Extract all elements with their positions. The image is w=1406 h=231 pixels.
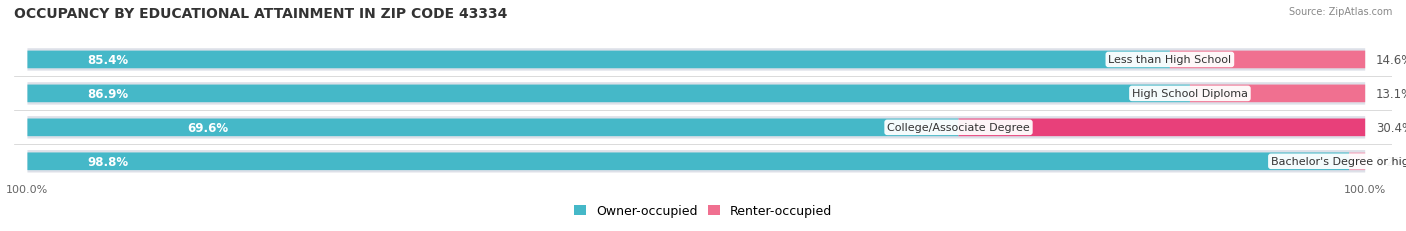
FancyBboxPatch shape — [1189, 85, 1365, 103]
Text: Bachelor's Degree or higher: Bachelor's Degree or higher — [1271, 157, 1406, 167]
Text: 69.6%: 69.6% — [187, 121, 228, 134]
Text: 30.4%: 30.4% — [1376, 121, 1406, 134]
Text: OCCUPANCY BY EDUCATIONAL ATTAINMENT IN ZIP CODE 43334: OCCUPANCY BY EDUCATIONAL ATTAINMENT IN Z… — [14, 7, 508, 21]
Text: 14.6%: 14.6% — [1376, 54, 1406, 67]
Text: 85.4%: 85.4% — [87, 54, 129, 67]
FancyBboxPatch shape — [1350, 153, 1365, 170]
FancyBboxPatch shape — [28, 85, 1189, 103]
Text: 1.2%: 1.2% — [1376, 155, 1406, 168]
Text: 13.1%: 13.1% — [1376, 88, 1406, 100]
Text: Less than High School: Less than High School — [1108, 55, 1232, 65]
Text: 86.9%: 86.9% — [87, 88, 129, 100]
Legend: Owner-occupied, Renter-occupied: Owner-occupied, Renter-occupied — [568, 200, 838, 222]
FancyBboxPatch shape — [28, 49, 1365, 71]
FancyBboxPatch shape — [28, 150, 1365, 173]
FancyBboxPatch shape — [28, 117, 1365, 139]
Text: 98.8%: 98.8% — [87, 155, 129, 168]
Text: High School Diploma: High School Diploma — [1132, 89, 1249, 99]
Text: Source: ZipAtlas.com: Source: ZipAtlas.com — [1288, 7, 1392, 17]
FancyBboxPatch shape — [28, 119, 959, 137]
FancyBboxPatch shape — [28, 51, 1170, 69]
Text: College/Associate Degree: College/Associate Degree — [887, 123, 1029, 133]
FancyBboxPatch shape — [959, 119, 1365, 137]
FancyBboxPatch shape — [28, 153, 1350, 170]
FancyBboxPatch shape — [28, 83, 1365, 105]
FancyBboxPatch shape — [1170, 51, 1365, 69]
